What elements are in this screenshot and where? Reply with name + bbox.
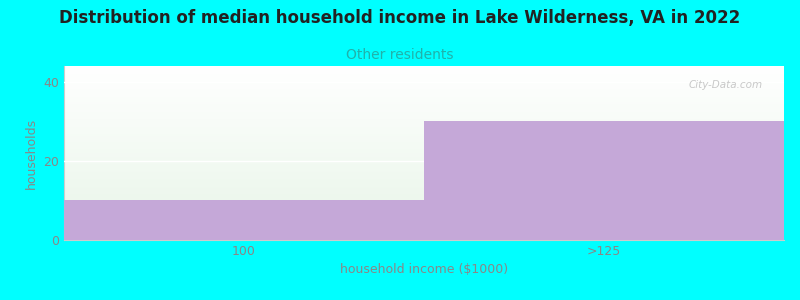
Bar	[64, 200, 424, 240]
Text: Other residents: Other residents	[346, 48, 454, 62]
Text: City-Data.com: City-Data.com	[688, 80, 762, 90]
Bar	[424, 122, 784, 240]
Text: Distribution of median household income in Lake Wilderness, VA in 2022: Distribution of median household income …	[59, 9, 741, 27]
X-axis label: household income ($1000): household income ($1000)	[340, 263, 508, 276]
Y-axis label: households: households	[25, 117, 38, 189]
